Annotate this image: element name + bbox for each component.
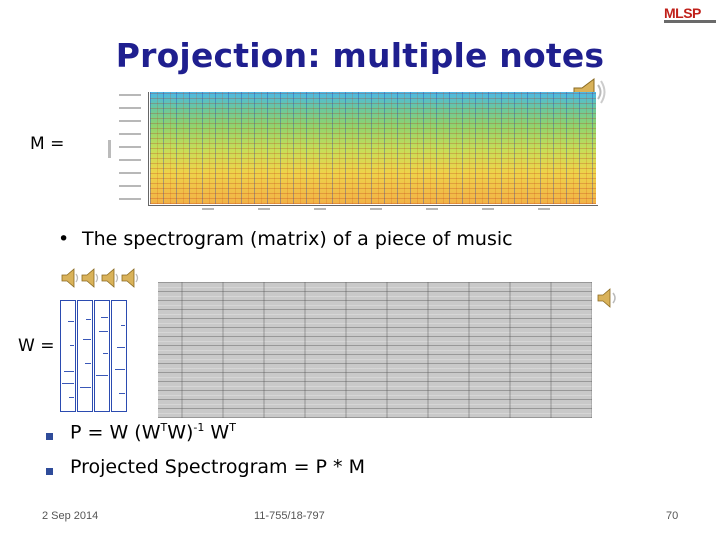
x-tick xyxy=(314,208,326,210)
x-tick xyxy=(482,208,494,210)
w-label: W = xyxy=(18,336,55,356)
eq-sup: T xyxy=(229,421,236,434)
eq-sup: T xyxy=(160,421,168,434)
x-tick xyxy=(426,208,438,210)
y-axis-label xyxy=(108,140,111,158)
speaker-icon[interactable] xyxy=(596,286,622,310)
eq-part: W) xyxy=(167,421,194,444)
x-tick xyxy=(202,208,214,210)
x-tick xyxy=(538,208,550,210)
note-spectrum-column xyxy=(60,300,76,412)
footer-course: 11-755/18-797 xyxy=(254,510,325,522)
y-axis-line xyxy=(148,92,149,206)
footer-page-number: 70 xyxy=(666,510,679,522)
slide-title: Projection: multiple notes xyxy=(115,36,605,75)
bullet-square-icon xyxy=(46,433,53,440)
m-label: M = xyxy=(30,134,65,154)
projected-spectrogram-equation: Projected Spectrogram = P * M xyxy=(70,456,365,478)
bullet-square-icon xyxy=(46,468,53,475)
mlsp-logo: MLSP xyxy=(664,5,701,21)
speaker-icon xyxy=(61,268,135,288)
footer-date: 2 Sep 2014 xyxy=(42,510,99,522)
bullet-spectrogram: • The spectrogram (matrix) of a piece of … xyxy=(58,228,513,250)
projection-equation: P = W (WTW)-1 WT xyxy=(70,421,236,443)
y-axis-ticks xyxy=(119,92,146,206)
x-tick xyxy=(258,208,270,210)
logo-underline xyxy=(664,20,716,23)
eq-part: P = W (W xyxy=(70,421,161,444)
projected-spectrogram xyxy=(158,282,592,418)
x-axis-line xyxy=(148,205,598,206)
bullet-marker: • xyxy=(58,228,70,250)
music-spectrogram-m xyxy=(150,92,596,204)
x-tick xyxy=(370,208,382,210)
eq-part: W xyxy=(204,421,230,444)
note-spectrum-column xyxy=(111,300,127,412)
note-spectrum-column xyxy=(77,300,93,412)
bullet-text: The spectrogram (matrix) of a piece of m… xyxy=(82,228,513,250)
eq-sup: -1 xyxy=(193,421,205,434)
note-spectrum-column xyxy=(94,300,110,412)
note-speakers xyxy=(61,268,139,288)
